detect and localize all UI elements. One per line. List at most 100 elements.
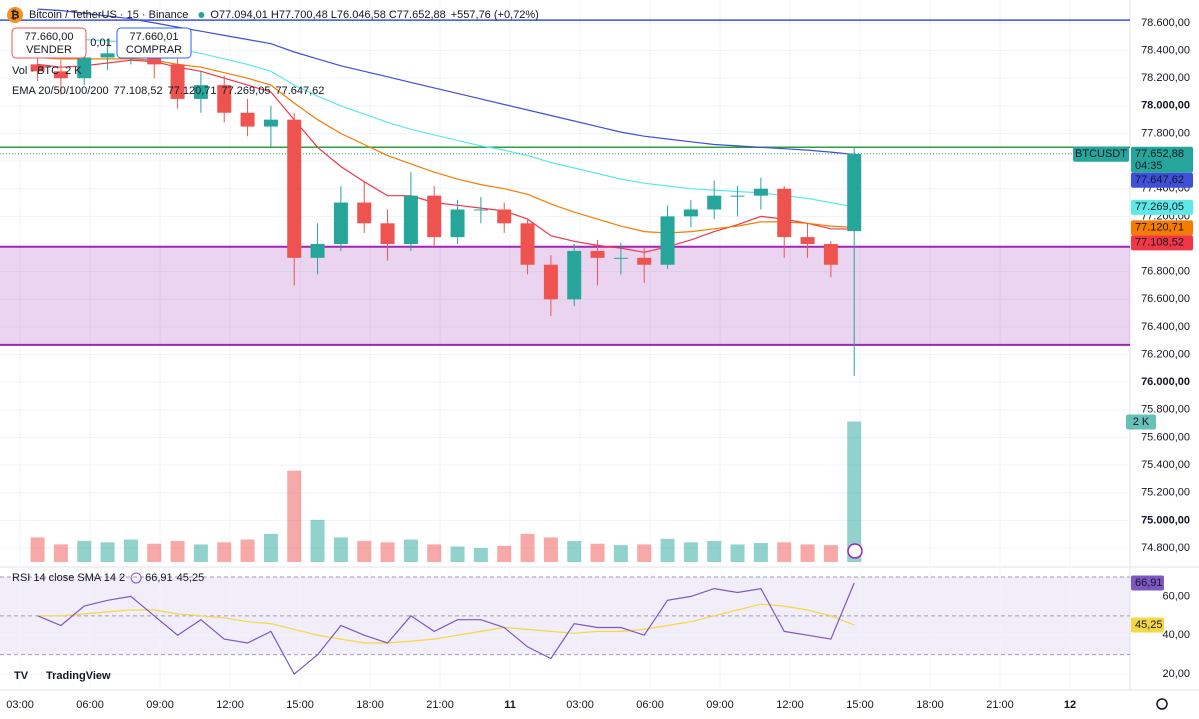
logo: TradingView	[46, 670, 111, 682]
y-tick-label: 78.000,00	[1141, 100, 1190, 112]
rsi-tick-label: 40,00	[1162, 629, 1190, 641]
candle-body	[683, 209, 698, 217]
ohlc-key: L	[331, 9, 337, 21]
ema-legend-value: 77.108,52	[114, 85, 163, 97]
alert-icon[interactable]	[847, 543, 863, 559]
x-tick-label: 09:00	[146, 699, 174, 711]
volume-bar	[660, 538, 675, 562]
y-tick-label: 75.000,00	[1141, 514, 1190, 526]
chart-title: Bitcoin / TetherUS · 15 · Binance	[29, 9, 188, 21]
coin-icon-glyph: ₿	[11, 9, 20, 21]
y-tick-label: 76.800,00	[1141, 266, 1190, 278]
volume-bar	[263, 533, 278, 562]
candle-body	[613, 257, 628, 259]
volume-bar	[357, 540, 372, 562]
y-tick-label: 76.200,00	[1141, 348, 1190, 360]
volume-bar	[287, 470, 302, 562]
volume-bar	[637, 544, 652, 562]
candle-body	[357, 202, 372, 224]
volume-bar	[53, 544, 68, 562]
buy-label: COMPRAR	[126, 44, 182, 56]
zone	[0, 246, 1130, 345]
price-badge	[1131, 220, 1193, 236]
volume-badge	[1126, 414, 1156, 430]
volume-bar	[497, 545, 512, 562]
volume-bar	[800, 544, 815, 562]
y-tick-label: 74.800,00	[1141, 542, 1190, 554]
y-tick-label: 78.400,00	[1141, 44, 1190, 56]
symbol-tag-label: BTCUSDT	[1075, 148, 1127, 160]
candle-body	[403, 195, 418, 245]
candle-body	[753, 188, 768, 196]
volume-bar	[543, 537, 558, 562]
price-change: +557,76 (+0,72%)	[451, 9, 539, 21]
volume-bar	[193, 544, 208, 562]
ohlc-value: 77.700,48	[279, 9, 328, 21]
candle-body	[823, 244, 838, 265]
volume-bar	[707, 540, 722, 562]
logo-mark: TV	[14, 670, 29, 682]
ema-legend: EMA 20/50/100/200	[12, 85, 109, 97]
x-tick-label: 06:00	[636, 699, 664, 711]
volume-bar	[240, 539, 255, 562]
rsi-badge	[1131, 575, 1164, 591]
sell-button[interactable]	[11, 27, 87, 59]
candle-body	[30, 64, 45, 72]
x-tick-label: 03:00	[566, 699, 594, 711]
ohlc-value: 77.094,01	[219, 9, 268, 21]
y-tick-label: 76.000,00	[1141, 376, 1190, 388]
candle-body	[637, 257, 652, 265]
x-tick-label: 21:00	[986, 699, 1014, 711]
volume-bar	[123, 539, 138, 562]
x-tick-label: 18:00	[356, 699, 384, 711]
volume-bar	[170, 540, 185, 562]
price-badge-label: 77.120,71	[1135, 222, 1184, 234]
price-badge	[1131, 146, 1193, 173]
rsi-sma-line	[37, 603, 855, 644]
ema-line	[37, 56, 855, 234]
volume-bar	[333, 537, 348, 562]
price-badge	[1131, 199, 1193, 215]
candle-body	[847, 153, 862, 232]
volume-bar	[310, 519, 325, 562]
status-dot	[198, 12, 205, 18]
sell-price: 77.660,00	[25, 31, 74, 43]
buy-price: 77.660,01	[130, 31, 179, 43]
volume-bar	[30, 537, 45, 562]
y-tick-label: 75.400,00	[1141, 459, 1190, 471]
volume-bar	[613, 545, 628, 562]
volume-bar	[380, 542, 395, 562]
candle-body	[450, 209, 465, 238]
rsi-line	[37, 582, 855, 676]
volume-bar	[450, 546, 465, 562]
spread: 0,01	[90, 37, 111, 49]
volume-bar	[567, 540, 582, 562]
buy-button[interactable]	[116, 27, 192, 59]
y-tick-label: 78.600,00	[1141, 17, 1190, 29]
candle-body	[707, 195, 722, 210]
settings-icon[interactable]	[1156, 698, 1168, 710]
x-tick-label: 12:00	[216, 699, 244, 711]
candle-body	[53, 71, 68, 79]
volume-bar	[473, 547, 488, 562]
x-tick-label: 15:00	[286, 699, 314, 711]
volume-bar	[77, 540, 92, 562]
candle-body	[170, 64, 185, 99]
volume-bar	[403, 539, 418, 562]
price-badge-label: 04:35	[1135, 160, 1163, 172]
ema-legend-value: 77.647,62	[275, 85, 324, 97]
candle-body	[473, 209, 488, 211]
candle-body	[660, 216, 675, 265]
volume-legend-value: 2 K	[65, 65, 82, 77]
candle-body	[730, 195, 745, 197]
x-tick-label: 11	[504, 699, 516, 711]
candle-body	[333, 202, 348, 245]
volume-bar	[427, 544, 442, 562]
y-tick-label: 76.400,00	[1141, 321, 1190, 333]
volume-bar	[590, 543, 605, 562]
volume-bar	[147, 543, 162, 562]
x-tick-label: 03:00	[6, 699, 34, 711]
candle-body	[800, 237, 815, 245]
